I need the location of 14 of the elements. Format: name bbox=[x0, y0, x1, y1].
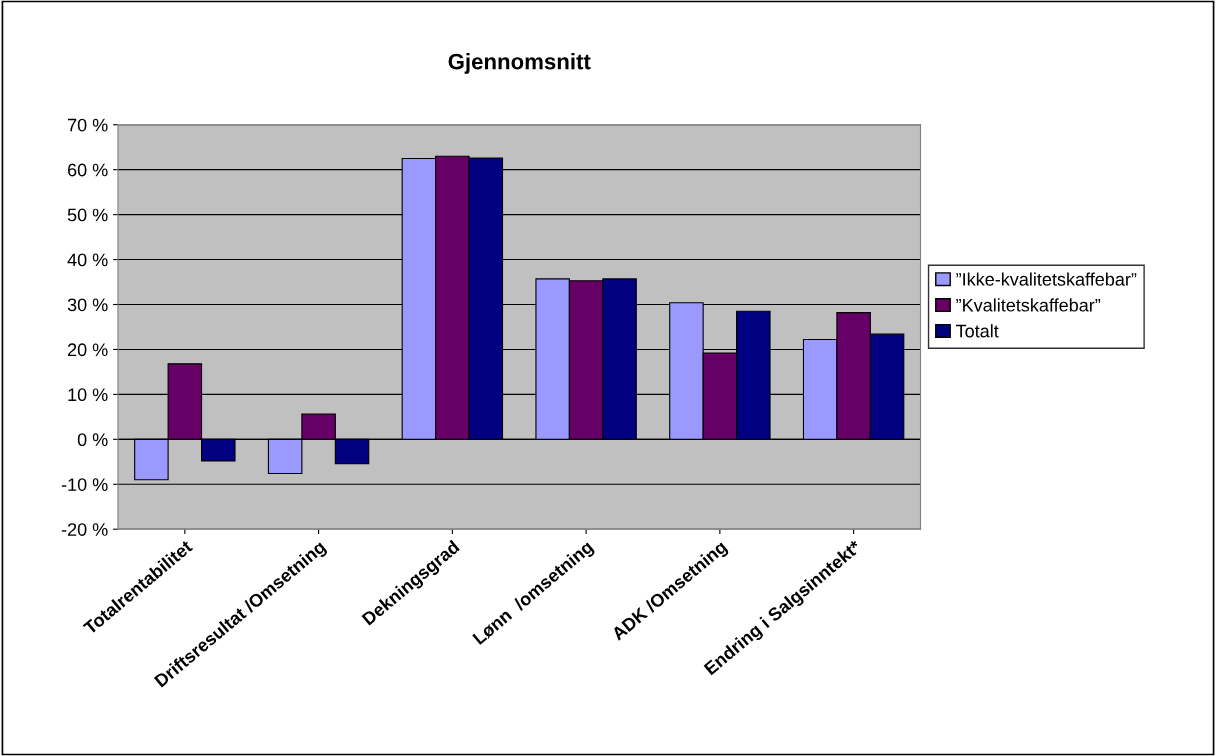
chart-title: Gjennomsnitt bbox=[448, 53, 591, 74]
y-tick-label: 20 % bbox=[67, 343, 108, 357]
legend-label: ”Ikke-kvalitetskaffebar” bbox=[956, 272, 1137, 286]
y-tick-label: 60 % bbox=[67, 163, 108, 177]
legend-label: ”Kvalitetskaffebar” bbox=[956, 298, 1101, 312]
y-tick-label: 0 % bbox=[77, 433, 108, 447]
y-tick-label: 30 % bbox=[67, 298, 108, 312]
y-tick-label: 10 % bbox=[68, 388, 108, 402]
y-tick-label: -10 % bbox=[61, 478, 108, 491]
y-tick-label: 70 % bbox=[68, 118, 108, 132]
y-tick-label: -20 % bbox=[61, 523, 108, 536]
legend-label: Totalt bbox=[956, 324, 999, 338]
y-tick-label: 50 % bbox=[67, 208, 108, 222]
y-tick-label: 40 % bbox=[67, 253, 108, 267]
